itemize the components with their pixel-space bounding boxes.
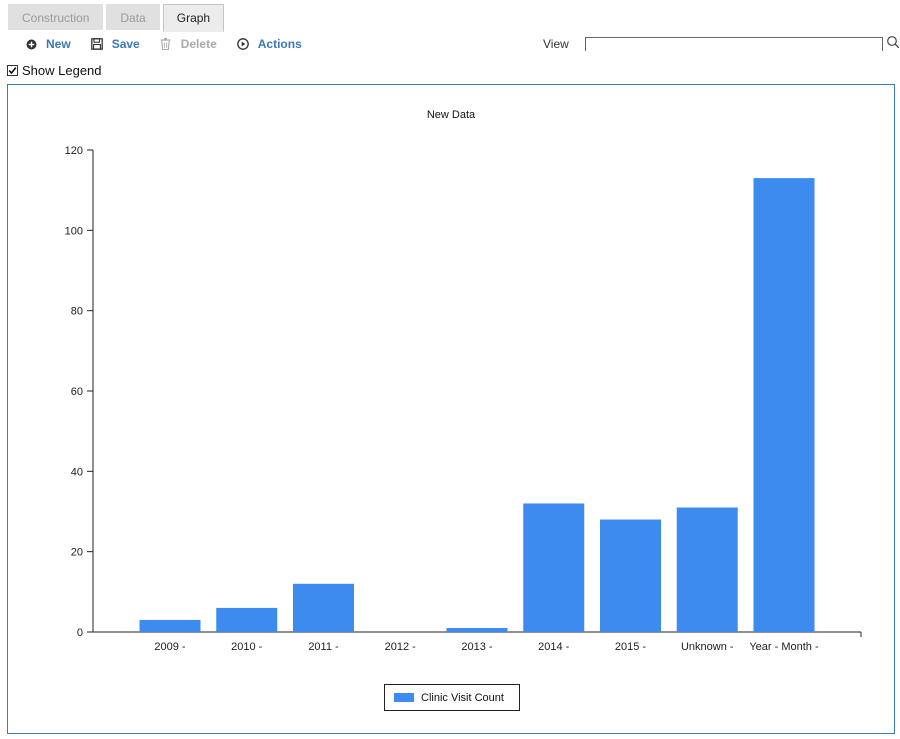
y-tick-label: 80 [71,306,83,318]
new-button[interactable]: New [24,37,71,51]
play-circle-icon [236,37,250,51]
x-tick-label: 2009 - [154,641,186,653]
view-search-input[interactable] [585,37,883,51]
delete-button[interactable]: Delete [159,37,217,51]
x-tick-label: 2015 - [615,641,647,653]
actions-label: Actions [257,37,302,51]
bar [293,583,354,632]
chart-title: New Data [427,109,476,121]
chart-panel: New Data 0 20 40 60 80 100 120 2009 - 2010 - 2011 … [7,84,895,734]
actions-button[interactable]: Actions [236,37,302,51]
tab-graph[interactable]: Graph [162,4,225,32]
tab-bar: Construction Data Graph [8,4,225,32]
x-tick-label: Unknown - [681,641,734,653]
bar [216,607,278,632]
y-tick-label: 40 [71,466,83,478]
bar [753,178,815,632]
x-tick-label: 2011 - [308,641,339,653]
show-legend-label: Show Legend [22,63,102,78]
tab-construction[interactable]: Construction [8,4,104,30]
new-label: New [46,37,71,51]
x-tick-label: Year - Month - [749,641,819,653]
toolbar: New Save Delete Actions [24,35,321,53]
bar [523,503,585,632]
bar [139,619,201,632]
y-tick-label: 120 [65,145,83,157]
plus-circle-icon [24,37,38,51]
delete-label: Delete [180,37,217,51]
legend-swatch [394,693,414,702]
view-label: View [543,37,569,51]
show-legend-toggle: Show Legend [7,63,102,78]
legend-entry-label: Clinic Visit Count [421,691,504,704]
y-tick-label: 100 [65,225,83,237]
save-button[interactable]: Save [90,37,140,51]
tab-data[interactable]: Data [106,4,160,30]
y-tick-label: 0 [77,627,83,639]
save-label: Save [111,37,140,51]
floppy-disk-icon [90,37,104,51]
bar [676,507,738,632]
trash-icon [159,37,173,51]
bar [446,627,508,632]
chart-legend: Clinic Visit Count [384,684,520,711]
x-tick-label: 2010 - [231,641,263,653]
x-tick-label: 2013 - [461,641,493,653]
bar-chart: New Data 0 20 40 60 80 100 120 2009 - 2010 - 2011 … [65,109,862,653]
search-icon[interactable] [886,35,900,49]
bar [600,519,661,632]
y-tick-label: 60 [71,386,83,398]
x-tick-label: 2014 - [538,641,570,653]
x-tick-label: 2012 - [385,641,417,653]
show-legend-checkbox[interactable] [7,65,18,76]
y-tick-label: 20 [71,547,83,559]
